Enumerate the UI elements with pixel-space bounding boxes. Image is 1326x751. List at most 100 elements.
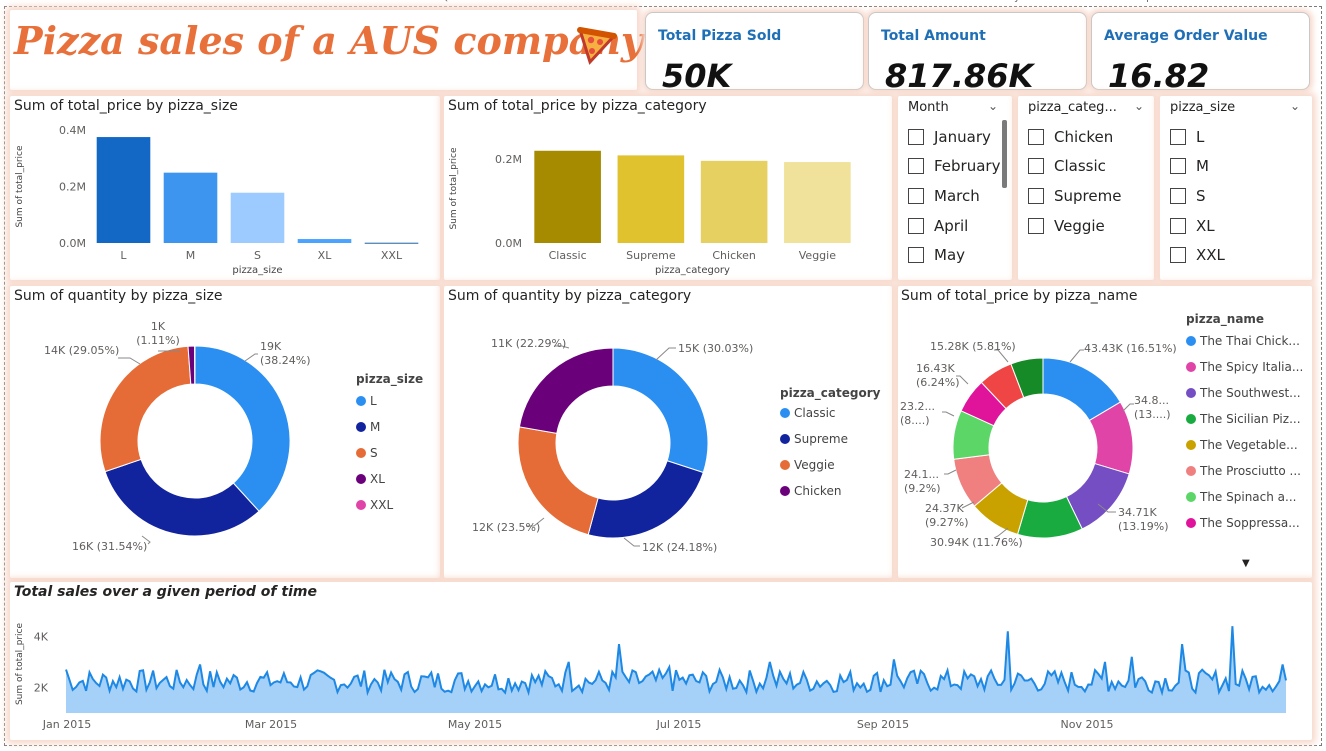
chart-sales-over-time[interactable]: Total sales over a given period of time … xyxy=(10,582,1312,740)
checkbox[interactable] xyxy=(1170,158,1186,174)
legend-item[interactable]: The Southwest... xyxy=(1186,386,1301,400)
legend-item[interactable]: The Spinach a... xyxy=(1186,490,1296,504)
chevron-down-icon[interactable]: ▼ xyxy=(1242,558,1250,569)
legend-item[interactable]: The Prosciutto ... xyxy=(1186,464,1301,478)
legend-item[interactable]: XL xyxy=(356,472,385,486)
legend-item[interactable]: M xyxy=(356,420,380,434)
legend-item[interactable]: Supreme xyxy=(780,432,848,446)
legend-label: S xyxy=(370,446,378,460)
legend-item[interactable]: XXL xyxy=(356,498,393,512)
donut-slice xyxy=(518,347,614,434)
slicer-category[interactable]: pizza_categ... ⌄ Chicken Classic Supreme… xyxy=(1018,96,1154,280)
legend-item[interactable]: The Sicilian Piz... xyxy=(1186,412,1301,426)
slicer-option[interactable]: January xyxy=(908,125,991,149)
area-chart-svg: 2K 4K Sum of total_price Jan 2015 Mar 2015 Ma… xyxy=(15,623,1287,731)
ribbon-item[interactable]: Insert xyxy=(612,0,641,3)
legend-item[interactable]: The Soppressa... xyxy=(1186,516,1300,530)
slicer-option[interactable]: February xyxy=(908,154,1000,178)
ribbon-item[interactable]: Sensitivity xyxy=(968,0,1020,3)
x-axis-label: pizza_category xyxy=(655,265,730,276)
x-tick-label: S xyxy=(254,249,261,262)
slicer-option[interactable]: March xyxy=(908,184,980,208)
checkbox[interactable] xyxy=(1028,188,1044,204)
kpi-total-pizza-sold[interactable]: Total Pizza Sold 50K xyxy=(645,12,864,95)
data-label: (13....) xyxy=(1134,408,1171,421)
legend-label: Veggie xyxy=(794,458,835,472)
slicer-option[interactable]: May xyxy=(908,243,965,267)
slicer-option-label: February xyxy=(934,157,1001,175)
checkbox[interactable] xyxy=(1170,247,1186,263)
legend-item[interactable]: S xyxy=(356,446,378,460)
y-axis-label: Sum of total_price xyxy=(15,623,25,706)
donut-slice xyxy=(104,458,260,537)
checkbox[interactable] xyxy=(908,218,924,234)
checkbox[interactable] xyxy=(908,188,924,204)
legend-title: pizza_category xyxy=(780,386,881,400)
chevron-down-icon[interactable]: ⌄ xyxy=(1290,99,1301,113)
checkbox[interactable] xyxy=(908,129,924,145)
checkbox[interactable] xyxy=(908,158,924,174)
kpi-total-amount[interactable]: Total Amount 817.86K xyxy=(868,12,1087,95)
leader-line xyxy=(118,357,141,365)
slicer-month[interactable]: Month ⌄ January February March April May xyxy=(898,96,1012,280)
kpi-value: 50K xyxy=(662,57,732,95)
checkbox[interactable] xyxy=(908,247,924,263)
slicer-option-label: January xyxy=(934,128,991,146)
bar xyxy=(230,192,285,243)
legend-item[interactable]: The Spicy Italia... xyxy=(1186,360,1303,374)
slicer-option[interactable]: M xyxy=(1170,154,1209,178)
legend-item[interactable]: Veggie xyxy=(780,458,835,472)
checkbox[interactable] xyxy=(1170,188,1186,204)
chart-qty-by-size[interactable]: Sum of quantity by pizza_size 19K (38.24%… xyxy=(10,286,440,578)
slicer-option[interactable]: April xyxy=(908,214,968,238)
slicer-option[interactable]: Veggie xyxy=(1028,214,1105,238)
legend-item[interactable]: Classic xyxy=(780,406,836,420)
chart-price-by-size[interactable]: Sum of total_price by pizza_size 0.0M 0.2… xyxy=(10,96,440,280)
ribbon-item[interactable]: Data xyxy=(152,0,176,3)
legend-item[interactable]: The Thai Chick... xyxy=(1186,334,1300,348)
kpi-average-order-value[interactable]: Average Order Value 16.82 xyxy=(1091,12,1310,95)
bar xyxy=(534,150,601,243)
y-tick-label: 0.0M xyxy=(495,237,522,250)
checkbox[interactable] xyxy=(1028,218,1044,234)
slicer-option[interactable]: L xyxy=(1170,125,1204,149)
slicer-option[interactable]: XXL xyxy=(1170,243,1225,267)
slicer-option[interactable]: Classic xyxy=(1028,154,1106,178)
checkbox[interactable] xyxy=(1028,129,1044,145)
checkbox[interactable] xyxy=(1170,218,1186,234)
checkbox[interactable] xyxy=(1028,158,1044,174)
slicer-option[interactable]: Supreme xyxy=(1028,184,1121,208)
chart-price-by-name[interactable]: Sum of total_price by pizza_name 43.43K … xyxy=(898,286,1312,578)
chevron-down-icon[interactable]: ⌄ xyxy=(1134,99,1145,113)
chevron-down-icon[interactable]: ⌄ xyxy=(988,99,999,113)
slicer-option-label: Supreme xyxy=(1054,187,1122,205)
legend-dot xyxy=(356,396,366,406)
chart-qty-by-category[interactable]: Sum of quantity by pizza_category 15K (3… xyxy=(444,286,892,578)
scrollbar[interactable] xyxy=(1002,120,1007,188)
slicer-size[interactable]: pizza_size ⌄ L M S XL XXL xyxy=(1160,96,1312,280)
legend-dot xyxy=(780,460,790,470)
slicer-option[interactable]: Chicken xyxy=(1028,125,1113,149)
checkbox[interactable] xyxy=(1170,129,1186,145)
legend-dot xyxy=(1186,466,1196,476)
legend-item[interactable]: L xyxy=(356,394,377,408)
chart-price-by-category[interactable]: Sum of total_price by pizza_category 0.0… xyxy=(444,96,892,280)
ribbon-item[interactable]: Calculations xyxy=(802,0,863,3)
donut-slice xyxy=(517,426,599,536)
data-label: (1.11%) xyxy=(136,334,180,347)
slicer-option-label: XL xyxy=(1196,217,1215,235)
legend-item[interactable]: The Vegetable... xyxy=(1186,438,1298,452)
slicer-option[interactable]: XL xyxy=(1170,214,1215,238)
donut-slice xyxy=(1010,357,1044,399)
slicer-option[interactable]: S xyxy=(1170,184,1206,208)
data-label: 34.8... xyxy=(1134,394,1169,407)
slicer-option-label: March xyxy=(934,187,980,205)
ribbon-item[interactable]: Copilot xyxy=(1133,0,1168,3)
data-label: 43.43K (16.51%) xyxy=(1084,342,1177,355)
legend-dot xyxy=(1186,336,1196,346)
ribbon-item[interactable]: Share xyxy=(1064,0,1093,3)
ribbon-item[interactable]: Queries xyxy=(441,0,480,3)
legend-item[interactable]: Chicken xyxy=(780,484,841,498)
x-tick-label: Jan 2015 xyxy=(42,718,91,731)
legend-label: Classic xyxy=(794,406,836,420)
